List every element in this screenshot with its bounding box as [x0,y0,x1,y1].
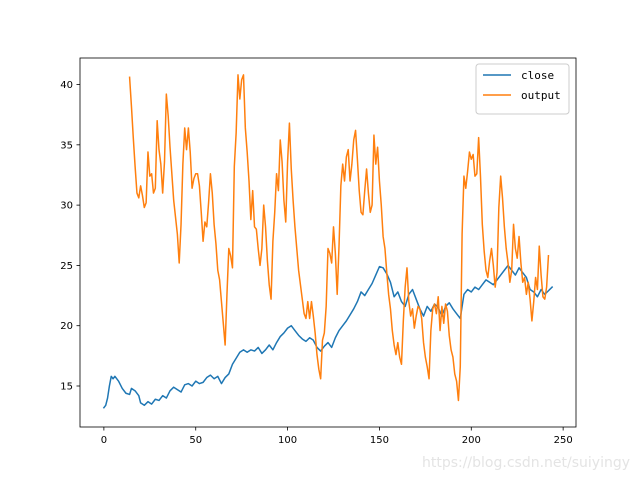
x-tick-label: 100 [278,435,297,446]
x-tick-label: 250 [554,435,573,446]
y-tick-label: 25 [60,261,73,272]
legend: close output [475,63,570,115]
y-tick-label: 30 [60,201,73,212]
legend-box [475,63,570,115]
series-line-output [128,74,550,402]
series-line-close [102,264,554,409]
y-tick-label: 20 [60,321,73,332]
x-tick-label: 0 [101,435,107,446]
series-layer [102,74,554,409]
x-tick-label: 200 [462,435,481,446]
axes-layer: 0 50 100 150 200 250 15 20 25 30 35 40 [60,57,577,446]
y-tick-label: 15 [60,382,73,393]
plot-area [80,58,576,427]
watermark: https://blog.csdn.net/suiyingy [422,455,630,471]
y-tick-label: 40 [60,80,73,91]
legend-label-close: close [521,69,554,82]
y-tick-label: 35 [60,140,73,151]
axes-frame [79,57,577,428]
x-tick-label: 150 [370,435,389,446]
x-tick-label: 50 [189,435,202,446]
legend-label-output: output [521,89,561,102]
